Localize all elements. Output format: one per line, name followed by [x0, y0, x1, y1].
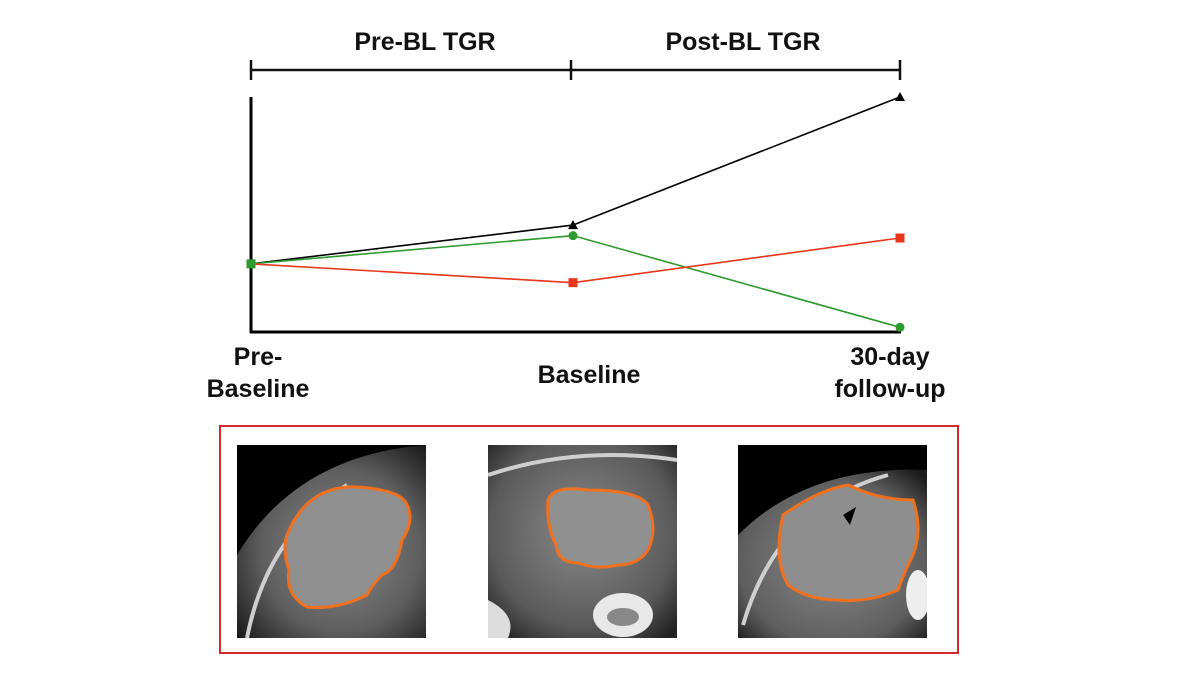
x-label-pre-line2: Baseline	[206, 375, 310, 403]
x-label-pre-baseline: Pre- Baseline	[178, 341, 338, 405]
series-line-red	[250, 237, 901, 284]
phase-label-post-bl-tgr: Post-BL TGR	[665, 28, 821, 56]
phase-label-pre-bl-tgr: Pre-BL TGR	[354, 28, 496, 56]
tumor-contour	[546, 487, 655, 569]
ct-image-panel	[219, 425, 959, 654]
tumor-contour	[777, 483, 920, 602]
ct-image-30-day-follow-up	[738, 445, 927, 638]
data-point-black-1	[568, 220, 578, 230]
data-point-green-2	[895, 322, 905, 332]
tumor-contour	[283, 485, 412, 609]
data-point-shared-pre-baseline	[246, 259, 256, 269]
ct-image-pre-baseline	[237, 445, 426, 638]
line-chart	[246, 60, 905, 334]
data-point-red-1	[568, 278, 578, 288]
x-label-baseline: Baseline	[537, 361, 641, 389]
data-point-green-1	[568, 231, 578, 241]
x-label-follow-line1: 30-day	[850, 343, 930, 371]
phase-bracket	[249, 60, 902, 80]
ct-image-baseline	[488, 445, 677, 638]
x-label-pre-line1: Pre-	[233, 343, 283, 371]
data-point-black-2	[895, 92, 905, 101]
x-label-follow-line2: follow-up	[834, 375, 946, 403]
data-point-red-2	[895, 233, 905, 243]
x-label-30-day-follow-up: 30-day follow-up	[810, 341, 970, 405]
